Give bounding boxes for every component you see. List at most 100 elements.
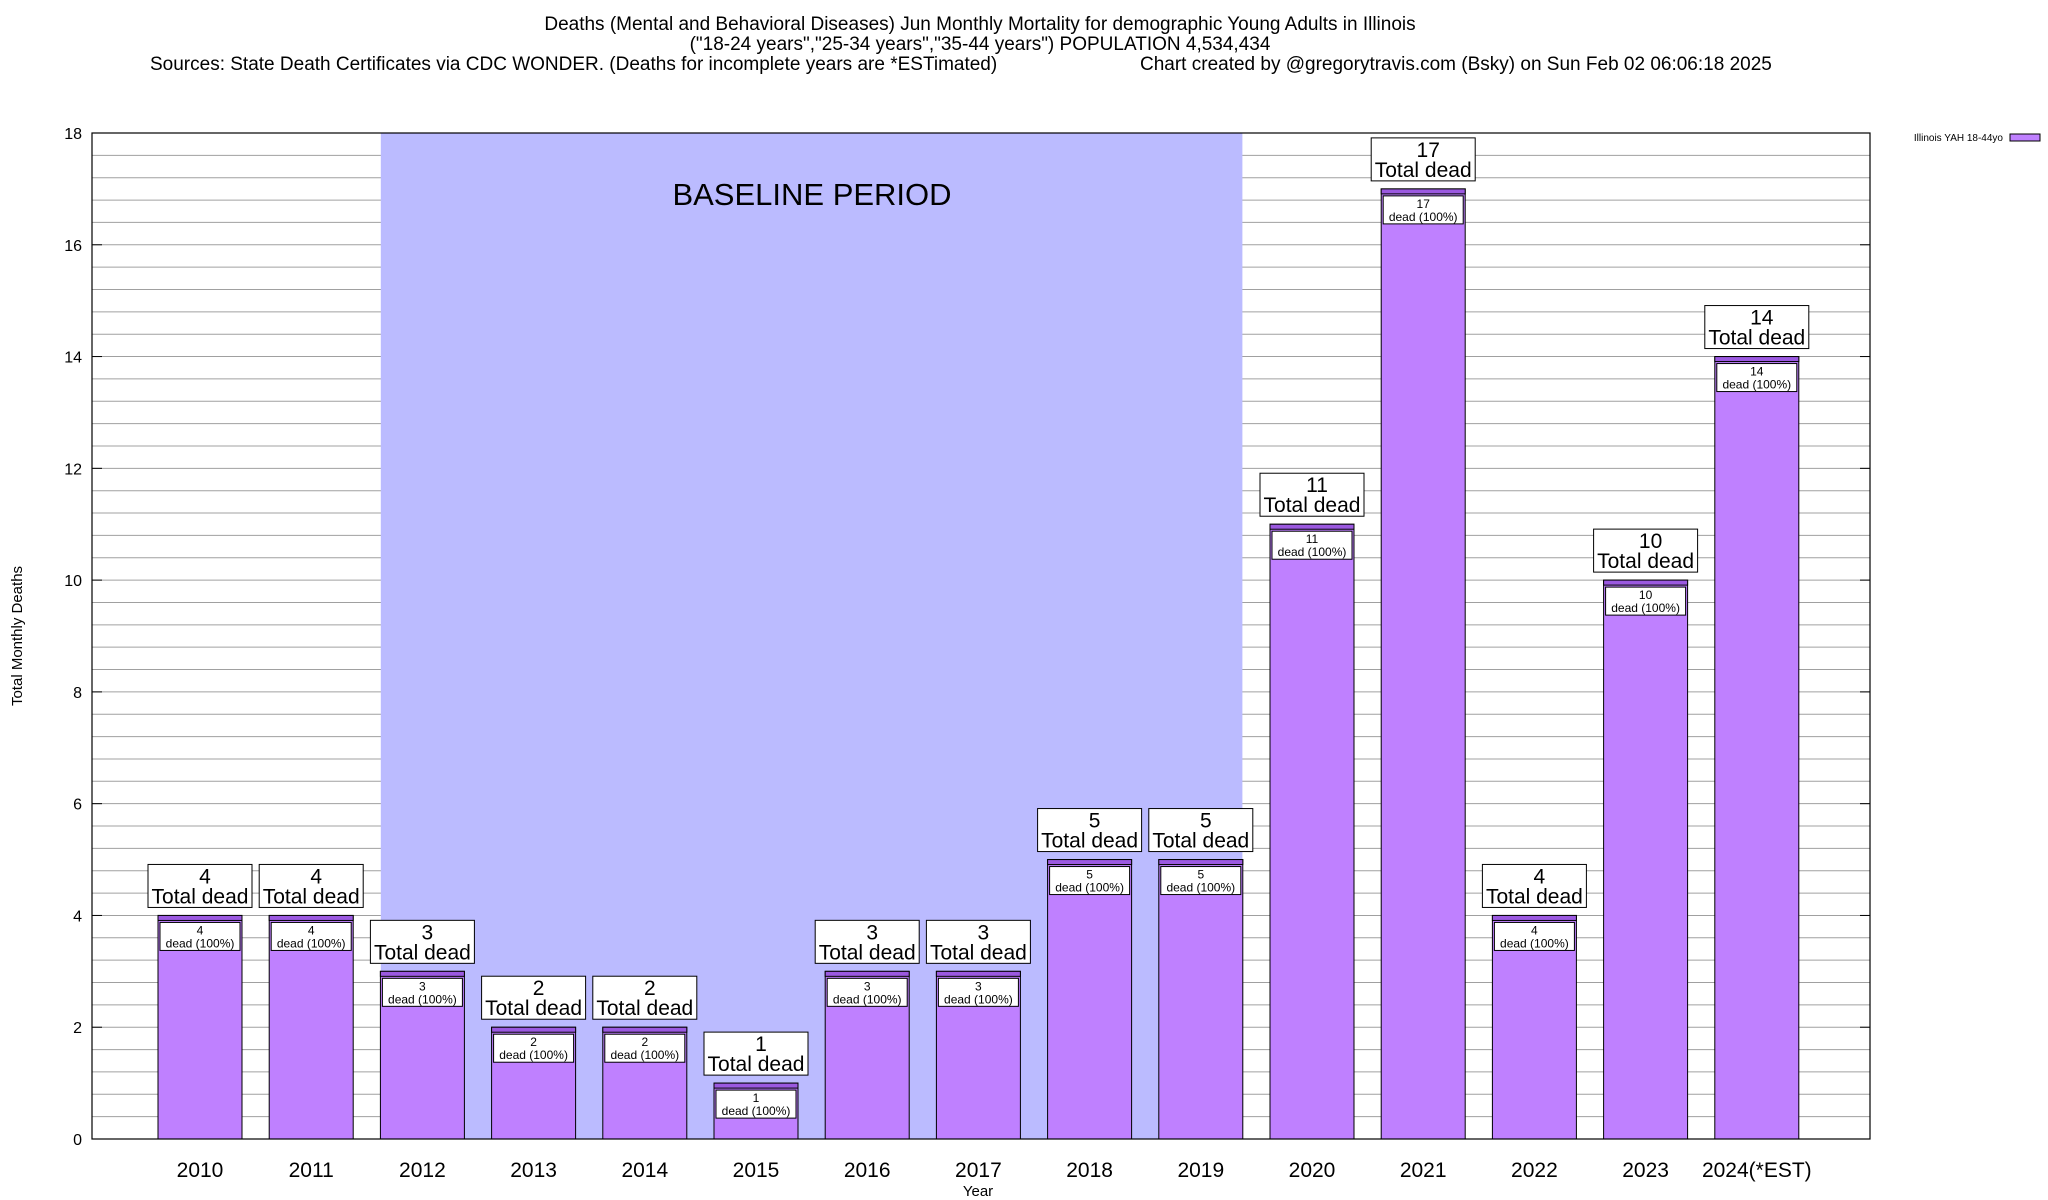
inner-label-value: 1	[753, 1091, 760, 1105]
bar-2020	[1269, 523, 1355, 1140]
total-label-value: 17	[1417, 139, 1440, 162]
inner-label-value: 2	[530, 1035, 537, 1049]
inner-label-box	[159, 921, 241, 951]
legend-label: Illinois YAH 18-44yo	[1914, 133, 2004, 144]
bar-2010	[157, 914, 243, 1140]
total-label-value: 1	[755, 1033, 767, 1056]
bar-2019	[1158, 859, 1244, 1140]
inner-label-value: 11	[1306, 532, 1319, 546]
total-label-text: Total dead	[1597, 550, 1694, 573]
x-tick-label: 2020	[1289, 1159, 1336, 1182]
total-label-value: 2	[533, 977, 545, 1000]
y-tick-label: 16	[64, 238, 82, 255]
bar-2018	[1047, 859, 1133, 1140]
inner-label-value: 5	[1197, 868, 1204, 882]
x-tick-label: 2014	[621, 1159, 668, 1182]
y-tick-label: 14	[64, 350, 82, 367]
total-label-text: Total dead	[1041, 830, 1138, 853]
inner-label-text: dead (100%)	[944, 992, 1013, 1006]
total-label-value: 3	[866, 921, 878, 944]
inner-label-text: dead (100%)	[1278, 545, 1347, 559]
inner-label-box	[1049, 866, 1131, 896]
total-label-box	[1704, 305, 1810, 350]
total-label-value: 14	[1750, 307, 1774, 330]
bar-cap-2017	[935, 970, 1021, 977]
total-label-value: 10	[1639, 530, 1662, 553]
total-label-text: Total dead	[596, 997, 693, 1020]
inner-label-text: dead (100%)	[166, 936, 235, 950]
inner-label-box	[1493, 921, 1575, 951]
bar-2024(*EST)	[1714, 356, 1800, 1140]
inner-label-box	[493, 1033, 575, 1063]
inner-label-box	[1382, 195, 1464, 225]
bar-cap-2010	[157, 914, 243, 921]
inner-label-value: 5	[1086, 868, 1093, 882]
x-axis-title: Year	[963, 1183, 993, 1200]
legend-swatch	[2009, 133, 2041, 142]
bar-cap-2012	[379, 970, 465, 977]
inner-label-value: 4	[308, 923, 315, 937]
inner-label-text: dead (100%)	[277, 936, 346, 950]
inner-label-text: dead (100%)	[1055, 881, 1124, 895]
chart-sources: Sources: State Death Certificates via CD…	[150, 54, 998, 75]
inner-label-text: dead (100%)	[833, 992, 902, 1006]
bar-cap-2022	[1491, 914, 1577, 921]
baseline-label: BASELINE PERIOD	[672, 177, 951, 212]
total-label-text: Total dead	[1152, 830, 1249, 853]
inner-label-box	[270, 921, 352, 951]
x-tick-label: 2016	[844, 1159, 891, 1182]
chart-title: Deaths (Mental and Behavioral Diseases) …	[544, 14, 1416, 35]
total-label-text: Total dead	[1264, 494, 1361, 517]
inner-label-text: dead (100%)	[1500, 936, 1569, 950]
total-label-value: 3	[422, 921, 434, 944]
bar-2023	[1603, 579, 1689, 1140]
inner-label-text: dead (100%)	[610, 1048, 679, 1062]
bar-cap-2024(*EST)	[1714, 356, 1800, 363]
inner-label-box	[715, 1089, 797, 1119]
bar-2021	[1380, 188, 1466, 1140]
inner-label-text: dead (100%)	[499, 1048, 568, 1062]
x-tick-label: 2011	[289, 1159, 334, 1182]
inner-label-text: dead (100%)	[388, 992, 457, 1006]
inner-label-value: 3	[975, 979, 982, 993]
total-label-value: 11	[1306, 474, 1328, 497]
bar-cap-2020	[1269, 523, 1355, 530]
bars	[157, 188, 1800, 1140]
bar-cap-2015	[713, 1082, 799, 1089]
inner-label-box	[826, 977, 908, 1007]
x-tick-label: 2013	[510, 1159, 557, 1182]
total-label-box	[925, 919, 1031, 964]
total-label-box	[703, 1031, 809, 1076]
total-label-box	[1259, 472, 1365, 517]
total-label-text: Total dead	[819, 941, 916, 964]
x-tick-label: 2015	[733, 1159, 780, 1182]
inner-label-box	[1271, 530, 1353, 560]
x-tick-label: 2018	[1066, 1159, 1113, 1182]
inner-label-box	[604, 1033, 686, 1063]
inner-label-box	[1716, 363, 1798, 393]
inner-label-box	[1605, 586, 1687, 616]
x-tick-label: 2019	[1177, 1159, 1224, 1182]
inner-label-value: 4	[197, 923, 204, 937]
total-label-box	[814, 919, 920, 964]
total-label-text: Total dead	[930, 941, 1027, 964]
